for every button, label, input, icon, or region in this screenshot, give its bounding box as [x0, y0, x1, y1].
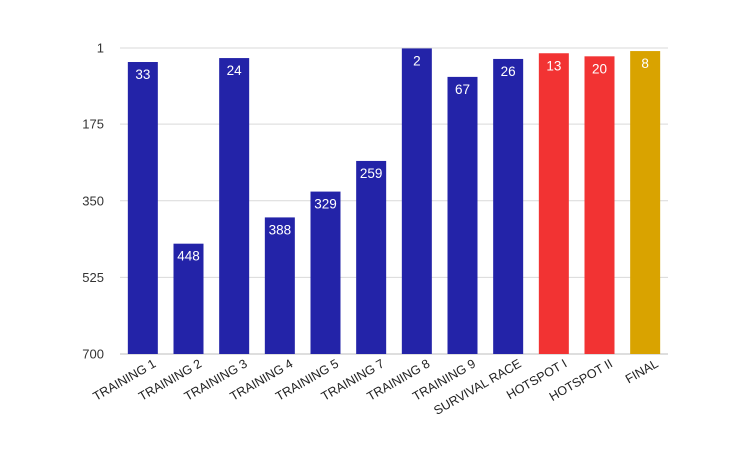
data-label: 2: [413, 53, 421, 68]
y-tick-label: 525: [82, 270, 104, 285]
data-label: 20: [592, 61, 607, 76]
data-label: 24: [227, 63, 243, 78]
bar: [127, 62, 158, 355]
bar: [584, 56, 615, 354]
bar: [401, 48, 432, 354]
data-label: 26: [501, 64, 516, 79]
data-label: 329: [314, 197, 337, 212]
bar: [356, 160, 387, 354]
x-tick-label: FINAL: [623, 356, 661, 386]
gridlines: [120, 47, 668, 355]
y-axis-ticks: 1 175 350 525 700: [82, 41, 104, 362]
y-tick-label: 1: [97, 41, 104, 56]
bar: [173, 243, 204, 354]
bar: [493, 58, 524, 354]
bar: [538, 53, 569, 354]
data-label: 259: [360, 166, 383, 181]
bar: [219, 58, 250, 355]
data-label: 33: [135, 67, 150, 82]
data-label: 67: [455, 82, 470, 97]
bars: [127, 48, 661, 355]
data-label: 13: [546, 58, 561, 73]
data-labels: 33 448 24 388 329 259 2 67 26 13 20 8: [135, 53, 649, 263]
data-label: 8: [641, 56, 649, 71]
y-tick-label: 350: [82, 193, 104, 208]
y-tick-label: 175: [82, 117, 104, 132]
bar: [630, 51, 661, 354]
data-label: 448: [177, 249, 200, 264]
bar: [264, 217, 295, 354]
bar: [310, 191, 341, 354]
data-label: 388: [269, 222, 292, 237]
y-tick-label: 700: [82, 347, 104, 362]
bar: [447, 76, 478, 354]
